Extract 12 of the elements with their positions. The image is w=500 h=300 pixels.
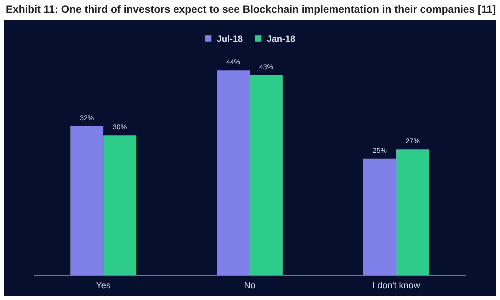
x-tick-label: I don't know: [372, 280, 421, 290]
bar: [217, 70, 250, 275]
bar: [70, 126, 104, 275]
x-tick-label: No: [244, 280, 256, 290]
bar: [250, 75, 283, 275]
bar: [396, 150, 430, 275]
bar: [104, 136, 137, 275]
bar: [363, 158, 396, 275]
legend-label: Jan-18: [267, 34, 296, 44]
chart-title: Exhibit 11: One third of investors expect to see Blockchain implementation in their companies [11]: [5, 3, 498, 18]
x-tick-label: Yes: [96, 280, 112, 290]
legend-label: Jul-18: [217, 34, 244, 44]
